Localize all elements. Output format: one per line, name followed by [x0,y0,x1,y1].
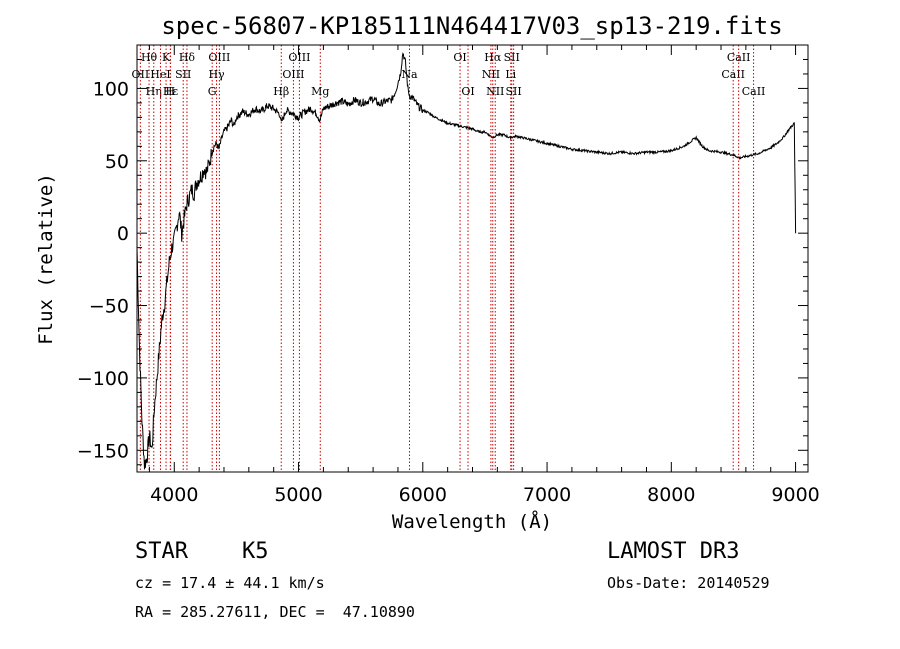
y-tick-label: 0 [117,223,129,245]
coordinates-text: RA = 285.27611, DEC = 47.10890 [135,603,415,621]
line-label: OI [461,85,474,98]
survey-name: LAMOST DR3 [607,539,740,564]
line-label: CaII [727,51,751,64]
y-tick-label: 50 [105,151,129,173]
x-tick-label: 5000 [274,484,322,506]
emission-line-markers: HθOIIHηKHHeIHεSIIHδGHγOIIIHβOIIIOIIIMgNa… [131,45,765,472]
line-label: NII [486,85,504,98]
x-tick-label: 9000 [771,484,819,506]
line-label: CaII [721,68,745,81]
redshift-text: cz = 17.4 ± 44.1 km/s [135,574,325,592]
x-axis-label: Wavelength (Å) [392,510,552,533]
y-tick-label: −50 [89,296,129,318]
line-label: Hδ [179,51,196,64]
x-tick-label: 6000 [399,484,447,506]
line-label: G [208,85,217,98]
line-label: K [162,51,171,64]
line-label: NII [482,68,500,81]
line-label: CaII [742,85,766,98]
line-label: HeI [150,68,170,81]
object-subclass: K5 [242,539,269,564]
line-label: OIII [282,68,304,81]
line-label: SII [504,51,520,64]
line-label: Mg [311,85,329,98]
x-tick-label: 7000 [523,484,571,506]
line-label: Li [505,68,516,81]
x-tick-label: 4000 [150,484,198,506]
line-label: Hα [484,51,502,64]
line-label: OIII [208,51,230,64]
y-axis-label: Flux (relative) [35,173,57,345]
line-label: OIII [288,51,310,64]
line-label: Na [401,68,418,81]
line-label: Hβ [273,85,289,98]
line-label: Hθ [141,51,158,64]
line-label: OII [131,68,149,81]
spectrum-line-spectrum [136,52,797,470]
object-class: STAR [135,539,188,564]
spectrum-series [136,52,797,470]
chart-title: spec-56807-KP185111N464417V03_sp13-219.f… [161,12,782,40]
line-label: OI [453,51,466,64]
line-label: SII [175,68,191,81]
y-tick-label: −150 [77,440,129,462]
line-label: SII [506,85,522,98]
x-tick-label: 8000 [647,484,695,506]
plot-frame [136,44,809,473]
line-label: Hε [163,85,179,98]
obs-date-text: Obs-Date: 20140529 [607,574,770,592]
line-label: Hη [146,85,162,98]
y-tick-label: 100 [93,78,129,100]
axes: 4000 5000 6000 7000 8000 9000 −150 −100 −50 0 50 10… [77,45,820,506]
y-tick-label: −100 [77,368,129,390]
line-label: Hγ [208,68,225,81]
